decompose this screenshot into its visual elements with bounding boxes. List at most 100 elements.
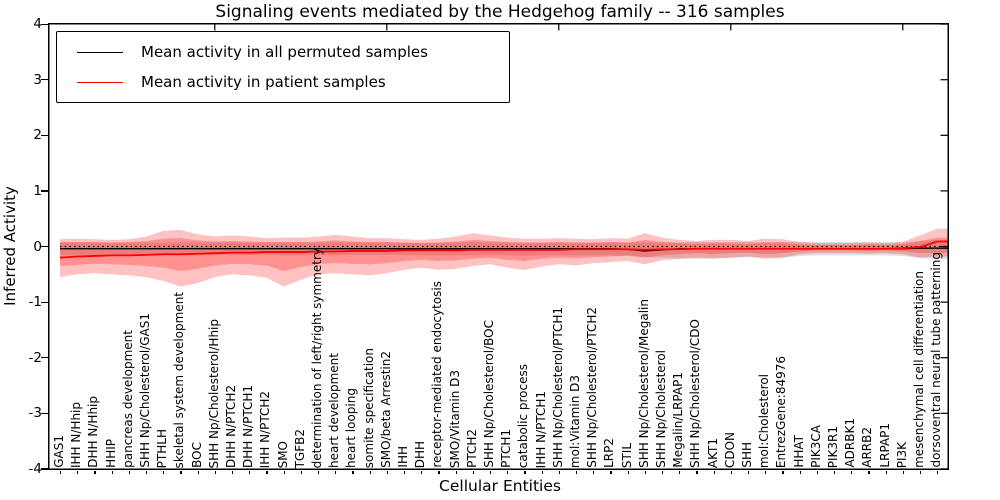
x-tick-mark [644,470,646,474]
legend-label-permuted: Mean activity in all permuted samples [141,43,428,61]
x-tick-label: SHH Np/Cholesterol/BOC [482,320,496,468]
x-tick-label: SMO/Vitamin D3 [447,369,462,468]
x-tick-label: SMO [275,440,290,468]
x-tick-label: IHH N/Hhip [69,402,84,468]
x-tick-mark [782,470,784,474]
y-tick-label: 2 [33,127,42,144]
x-tick-label: pancreas development [120,330,135,468]
x-tick-mark [404,470,406,474]
x-tick-label: mol:Vitamin D3 [568,374,582,468]
x-tick-label: mesenchymal cell differentiation [912,271,926,468]
x-tick-label: mol:Cholesterol [757,373,772,468]
x-tick-mark [558,470,560,474]
x-tick-label: SHH Np/Cholesterol/Megalin [636,299,651,468]
plot-canvas [48,23,949,470]
x-tick-mark [834,470,836,474]
x-tick-label: GAS1 [52,435,66,468]
x-tick-mark [266,470,268,474]
x-tick-mark [352,470,354,474]
x-tick-label: LRP2 [602,438,617,468]
x-tick-label: receptor-mediated endocytosis [430,281,445,468]
x-tick-mark [730,470,732,474]
x-tick-label: IHH [396,446,410,468]
legend-label-patient: Mean activity in patient samples [141,73,386,91]
x-tick-mark [868,470,870,474]
x-tick-label: ADRBK1 [843,418,858,468]
x-tick-label: ARRB2 [860,427,875,468]
legend: Mean activity in all permuted samples Me… [56,31,510,103]
x-tick-label: PIK3CA [808,425,823,468]
y-tick-label: -3 [28,405,42,422]
x-tick-mark [335,470,337,474]
x-tick-mark [662,470,664,474]
x-tick-label: SHH Np/Cholesterol/GAS1 [138,313,152,468]
x-tick-mark [300,470,302,474]
x-tick-label: SHH Np/Cholesterol [654,350,668,468]
x-tick-label: BOC [189,442,204,468]
x-tick-label: PIK3R1 [826,425,840,468]
x-tick-mark [902,470,904,474]
y-tick-label: -1 [28,294,42,311]
x-tick-mark [232,470,234,474]
x-tick-mark [679,470,681,474]
x-tick-mark [765,470,767,474]
x-tick-mark [249,470,251,474]
plot-area [48,23,949,470]
x-tick-label: AKT1 [705,437,720,468]
x-tick-mark [920,470,922,474]
legend-line-patient-icon [77,81,123,83]
x-tick-mark [885,470,887,474]
x-tick-mark [111,470,113,474]
x-tick-mark [386,470,388,474]
x-tick-label: SHH Np/Cholesterol/Hhip [206,318,221,468]
x-tick-label: HHAT [791,435,806,468]
x-tick-mark [851,470,853,474]
x-tick-label: HHIP [103,439,118,468]
x-tick-mark [283,470,285,474]
x-tick-mark [472,470,474,474]
x-tick-mark [696,470,698,474]
x-tick-mark [60,470,62,474]
x-tick-mark [799,470,801,474]
y-tick-label: -2 [28,349,42,366]
x-tick-label: PTCH1 [499,429,514,468]
x-tick-mark [128,470,130,474]
x-tick-mark [713,470,715,474]
x-tick-mark [524,470,526,474]
x-tick-label: determination of left/right symmetry [310,247,324,468]
legend-entry-permuted: Mean activity in all permuted samples [57,37,509,67]
x-tick-mark [438,470,440,474]
x-tick-label: DHH [413,440,428,468]
x-tick-label: EntrezGene:84976 [774,355,789,468]
x-tick-label: DHH N/PTCH2 [224,384,238,468]
x-tick-mark [816,470,818,474]
x-tick-label: skeletal system development [172,291,187,468]
y-tick-mark [41,134,48,136]
x-tick-mark [937,470,939,474]
x-tick-label: SHH [740,442,754,468]
x-tick-label: TGFB2 [292,428,307,468]
legend-entry-patient: Mean activity in patient samples [57,67,509,97]
x-tick-label: dorsoventral neural tube patterning [929,252,944,468]
y-tick-mark [41,468,48,470]
x-tick-label: IHH N/PTCH2 [258,390,273,468]
x-tick-label: heart development [327,353,342,468]
x-tick-label: SHH Np/Cholesterol/PTCH2 [585,307,600,468]
legend-line-permuted-icon [77,51,123,53]
y-tick-mark [41,245,48,248]
x-tick-mark [507,470,509,474]
x-tick-mark [610,470,612,474]
x-tick-mark [180,470,182,474]
x-tick-label: SHH Np/Cholesterol/PTCH1 [550,307,565,468]
x-tick-mark [77,470,79,474]
x-tick-mark [593,470,595,474]
y-tick-mark [41,412,48,414]
x-tick-label: PI3K [894,441,909,468]
x-tick-mark [421,470,423,474]
x-tick-label: somite specification [361,347,376,468]
y-tick-label: 0 [33,238,42,255]
x-tick-label: LRPAP1 [877,423,892,468]
x-tick-mark [748,470,750,474]
chart-title: Signaling events mediated by the Hedgeho… [215,2,785,22]
